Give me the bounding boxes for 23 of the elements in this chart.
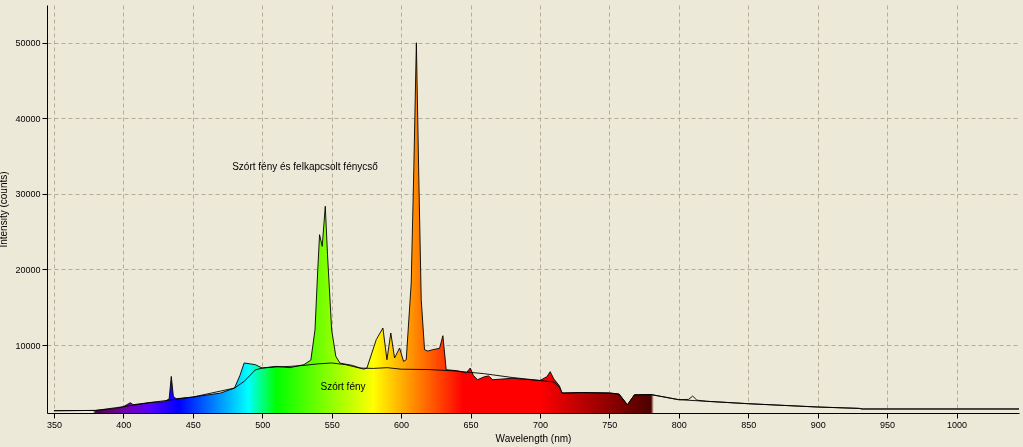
y-tick-label: 30000 <box>15 189 41 200</box>
y-tick-label: 40000 <box>15 113 41 124</box>
x-tick-label: 700 <box>532 419 548 430</box>
x-axis-title: Wavelength (nm) <box>495 432 572 444</box>
y-axis-title: Intensity (counts) <box>0 171 10 248</box>
y-tick-label: 50000 <box>15 38 41 49</box>
x-tick-label: 350 <box>46 419 62 430</box>
x-tick-label: 850 <box>741 419 757 430</box>
x-tick-label: 900 <box>810 419 826 430</box>
x-tick-label: 950 <box>880 419 896 430</box>
x-tick-label: 550 <box>324 419 340 430</box>
x-tick-label: 500 <box>255 419 271 430</box>
x-tick-label: 650 <box>463 419 479 430</box>
x-tick-label: 600 <box>394 419 410 430</box>
x-tick-label: 450 <box>185 419 201 430</box>
x-tick-label: 800 <box>671 419 687 430</box>
x-tick-label: 1000 <box>947 419 968 430</box>
annotation: Szórt fény és felkapcsolt fénycső <box>232 161 379 172</box>
x-tick-label: 400 <box>116 419 132 430</box>
annotation: Szórt fény <box>320 381 366 392</box>
y-tick-label: 20000 <box>15 264 41 275</box>
x-tick-label: 750 <box>602 419 618 430</box>
y-tick-label: 10000 <box>15 340 41 351</box>
